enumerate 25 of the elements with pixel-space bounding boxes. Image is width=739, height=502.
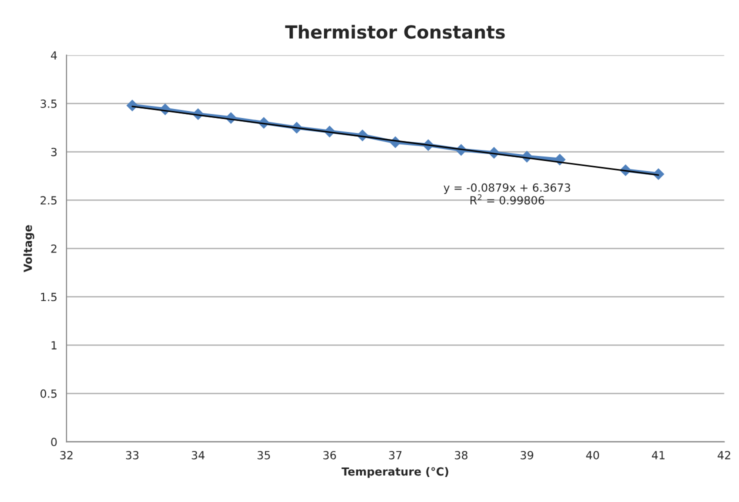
y-tick-label: 0 [51, 438, 57, 446]
annotation: y = -0.0879x + 6.3673 [444, 183, 570, 194]
annotation: R$^{2}$ = 0.99806 [470, 194, 544, 204]
y-tick-label: 0.5 [40, 389, 57, 398]
x-tick-label: 35 [258, 450, 270, 460]
x-tick-label: 41 [652, 451, 664, 460]
y-tick-label: 1.5 [41, 292, 57, 302]
y-tick-label: 3.5 [40, 100, 57, 108]
x-tick-label: 39 [520, 450, 534, 460]
y-tick-label: 2 [51, 244, 56, 253]
x-tick-label: 36 [323, 450, 336, 460]
y-axis-title: Voltage [23, 225, 34, 272]
x-tick-label: 38 [454, 450, 468, 460]
x-tick-label: 33 [126, 450, 138, 460]
y-tick-label: 2.5 [40, 196, 57, 205]
x-tick-label: 42 [718, 450, 730, 460]
y-tick-label: 1 [52, 341, 56, 350]
x-tick-label: 32 [60, 450, 72, 460]
x-axis-title: Temperature (°C) [342, 467, 448, 478]
x-tick-label: 34 [192, 450, 204, 460]
y-tick-label: 3 [51, 148, 57, 156]
x-tick-label: 37 [389, 450, 402, 460]
x-tick-label: 40 [586, 450, 600, 460]
chart-title: Thermistor Constants [285, 24, 505, 39]
y-tick-label: 4 [50, 51, 57, 60]
